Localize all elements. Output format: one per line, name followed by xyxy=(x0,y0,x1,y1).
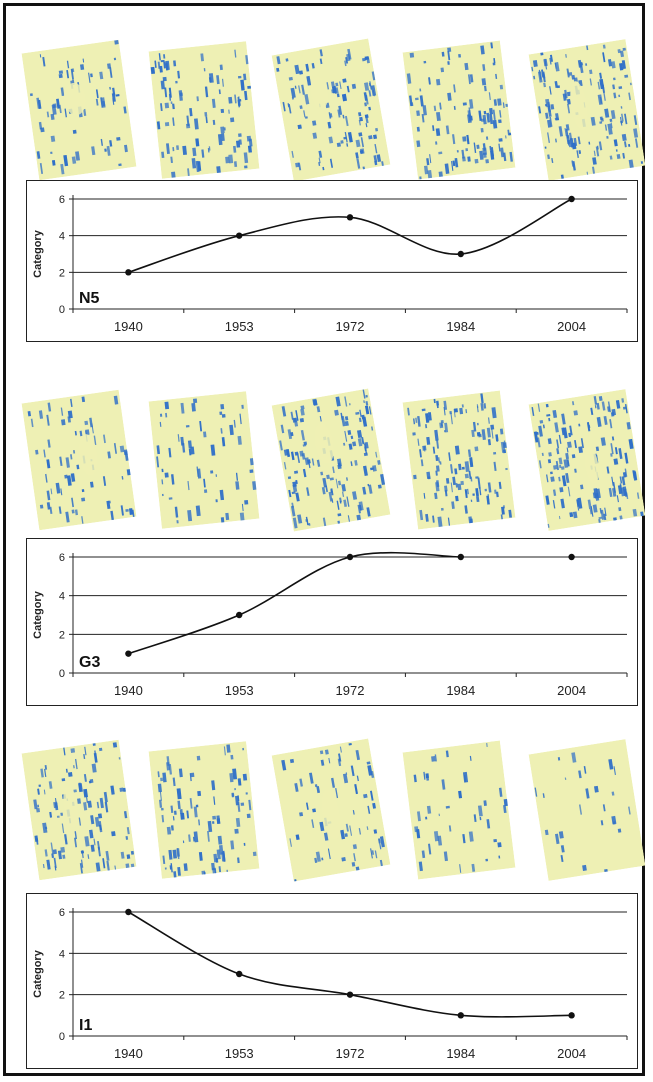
map-tile-2004 xyxy=(528,739,646,881)
y-tick-label: 0 xyxy=(59,1031,65,1043)
y-axis-label: Category xyxy=(32,949,44,998)
map-tile-1984 xyxy=(402,740,516,880)
data-point-1940 xyxy=(125,908,132,916)
data-point-1984 xyxy=(457,553,464,561)
map-tile-1953 xyxy=(148,41,260,180)
series-tag: G3 xyxy=(79,654,100,671)
data-point-1940 xyxy=(125,650,132,657)
data-point-1984 xyxy=(457,250,464,258)
data-point-1972 xyxy=(346,991,354,998)
map-tile-1940 xyxy=(21,39,137,181)
x-tick-label: 1984 xyxy=(446,319,475,334)
x-tick-label: 1984 xyxy=(446,683,475,698)
x-tick-label: 1940 xyxy=(114,683,143,698)
x-tick-label: 1984 xyxy=(446,1046,475,1061)
y-tick-label: 6 xyxy=(59,552,65,564)
y-tick-label: 6 xyxy=(59,194,65,206)
y-tick-label: 0 xyxy=(59,304,65,316)
y-tick-label: 6 xyxy=(59,907,65,919)
x-tick-label: 1953 xyxy=(225,683,254,698)
x-tick-label: 1972 xyxy=(336,683,365,698)
data-point-1940 xyxy=(125,269,132,276)
chart-panel-n5: Category 0 2 4 6 1940 1953 1972 1984 2004 N5 xyxy=(26,180,638,342)
data-point-1953 xyxy=(236,970,243,978)
map-tile-row-n5 xyxy=(0,38,653,188)
y-tick-label: 0 xyxy=(59,668,65,680)
x-tick-label: 1972 xyxy=(336,1046,365,1061)
y-tick-label: 4 xyxy=(59,231,65,243)
y-tick-label: 4 xyxy=(59,591,65,603)
x-tick-label: 1953 xyxy=(225,319,254,334)
chart-panel-i1: Category 0 2 4 6 1940 1953 1972 1984 2004 I1 xyxy=(26,893,638,1069)
data-point-2004 xyxy=(568,195,575,203)
y-axis-label: Category xyxy=(32,590,44,639)
map-tile-row-i1 xyxy=(0,738,653,891)
series-tag: N5 xyxy=(79,290,100,307)
series-line xyxy=(128,551,461,655)
series-tag: I1 xyxy=(79,1017,92,1034)
map-tile-1972 xyxy=(271,388,391,532)
x-tick-label: 2004 xyxy=(557,683,586,698)
map-tile-1953 xyxy=(148,741,260,883)
map-tile-row-g3 xyxy=(0,388,653,538)
map-tile-1940 xyxy=(21,389,137,531)
x-tick-label: 1940 xyxy=(114,1046,143,1061)
map-tile-1984 xyxy=(402,40,516,187)
y-axis-label: Category xyxy=(32,229,44,278)
y-tick-label: 2 xyxy=(59,629,65,641)
data-point-1953 xyxy=(236,611,243,619)
x-tick-label: 1940 xyxy=(114,319,143,334)
series-line xyxy=(128,911,572,1018)
map-tile-1972 xyxy=(271,38,391,182)
map-tile-1940 xyxy=(21,739,137,881)
data-point-2004 xyxy=(568,1012,575,1019)
map-tile-1953 xyxy=(148,391,260,529)
x-tick-label: 1953 xyxy=(225,1046,254,1061)
y-tick-label: 2 xyxy=(59,267,65,279)
line-chart-g3: Category 0 2 4 6 1940 1953 1972 1984 2004 G3 xyxy=(32,551,628,698)
map-tile-2004 xyxy=(528,389,646,531)
x-tick-label: 2004 xyxy=(557,319,586,334)
data-point-1984 xyxy=(457,1012,464,1019)
y-tick-label: 2 xyxy=(59,990,65,1002)
data-point-1953 xyxy=(236,232,243,239)
x-tick-label: 1972 xyxy=(336,319,365,334)
data-point-1972 xyxy=(346,553,354,561)
map-tile-1984 xyxy=(402,390,516,530)
map-tile-2004 xyxy=(528,39,646,184)
map-tile-1972 xyxy=(271,738,391,891)
data-point-1972 xyxy=(346,214,354,221)
chart-panel-g3: Category 0 2 4 6 1940 1953 1972 1984 2004 G3 xyxy=(26,538,638,706)
x-tick-label: 2004 xyxy=(557,1046,586,1061)
data-point-2004 xyxy=(568,553,575,561)
y-tick-label: 4 xyxy=(59,948,65,960)
line-chart-i1: Category 0 2 4 6 1940 1953 1972 1984 2004 I1 xyxy=(32,907,628,1061)
line-chart-n5: Category 0 2 4 6 1940 1953 1972 1984 2004 N5 xyxy=(32,194,628,334)
